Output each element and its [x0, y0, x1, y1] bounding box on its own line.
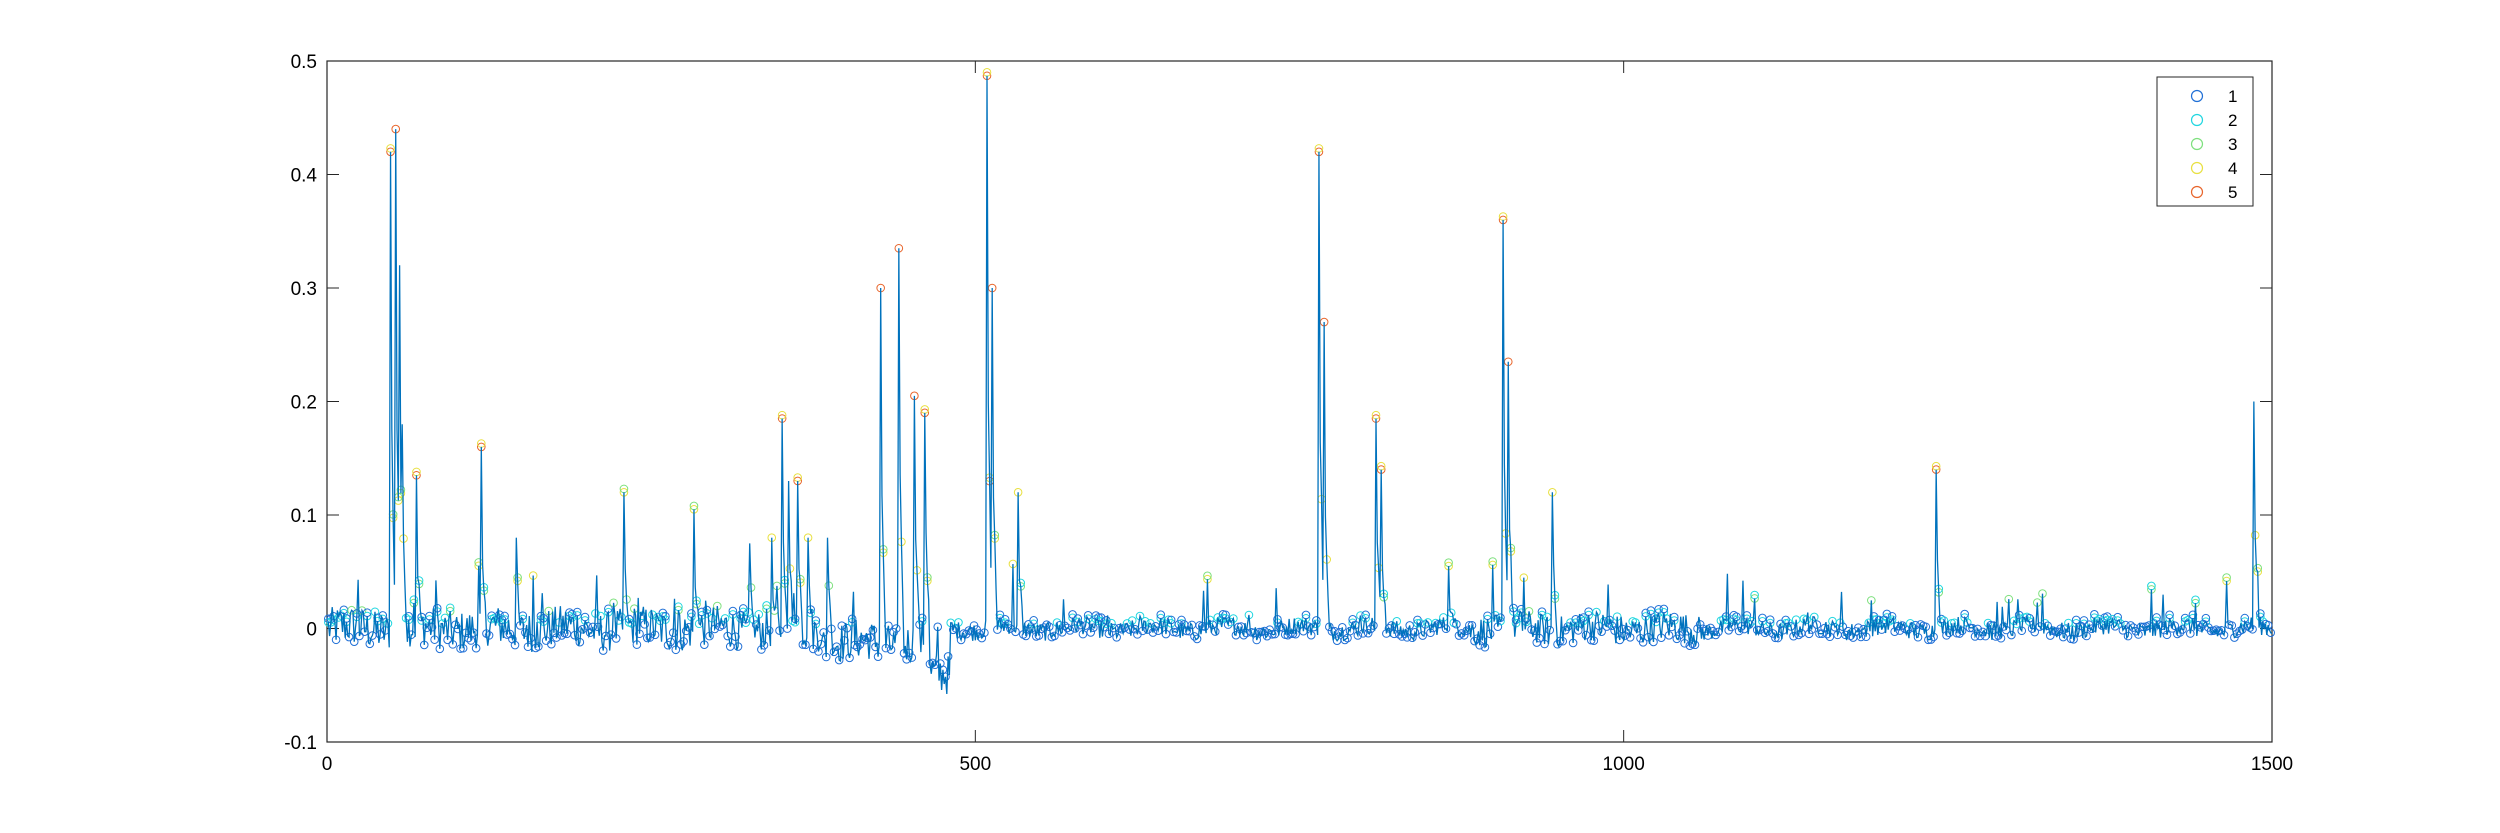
data-point	[1418, 631, 1427, 640]
data-point	[1962, 618, 1972, 627]
legend-marker	[2190, 161, 2204, 175]
data-point	[1120, 623, 1129, 633]
data-point	[2056, 624, 2065, 633]
y-tick-label: 0.4	[291, 166, 318, 187]
data-point	[1076, 620, 1085, 630]
legend-label: 4	[2228, 159, 2237, 178]
data-point	[2201, 617, 2211, 626]
data-point	[2051, 627, 2060, 636]
legend-marker	[2190, 113, 2204, 127]
data-point	[1345, 626, 1355, 636]
data-point	[1802, 615, 1811, 625]
data-point	[948, 625, 958, 635]
data-point	[2170, 621, 2180, 631]
data-point	[1065, 626, 1075, 635]
series-line	[327, 75, 2273, 695]
data-point	[1633, 623, 1643, 633]
data-point	[508, 634, 517, 644]
data-point	[1441, 624, 1451, 634]
data-point	[1887, 615, 1897, 624]
data-point	[801, 640, 810, 650]
data-point	[1599, 616, 1609, 626]
legend-marker	[2190, 185, 2204, 199]
data-point	[1459, 630, 1469, 640]
data-point	[1607, 621, 1617, 631]
y-tick-label: 0.1	[291, 506, 317, 527]
legend-label: 1	[2228, 87, 2237, 106]
data-point	[1581, 630, 1591, 640]
data-point	[1089, 623, 1098, 633]
data-point	[1968, 623, 1977, 633]
data-point	[1924, 635, 1933, 645]
data-point	[365, 639, 375, 649]
data-point	[1651, 614, 1661, 623]
data-point	[1734, 626, 1744, 636]
data-point	[819, 628, 828, 637]
data-point	[1957, 626, 1967, 636]
data-point	[1454, 631, 1464, 640]
legend-box	[2156, 76, 2254, 207]
data-point	[1913, 632, 1923, 642]
data-point	[860, 635, 870, 645]
data-point	[1408, 633, 1417, 643]
data-point	[1758, 617, 1767, 626]
y-tick-label: 0	[306, 620, 317, 641]
data-point	[1011, 627, 1020, 637]
data-point	[974, 629, 984, 638]
data-point	[1789, 631, 1798, 641]
data-point	[2113, 616, 2122, 625]
data-point	[1729, 614, 1739, 623]
data-point	[567, 613, 577, 622]
data-point	[1192, 634, 1202, 644]
data-point	[1763, 627, 1772, 636]
legend-marker	[2190, 137, 2204, 151]
data-point	[1752, 625, 1762, 635]
data-point	[1726, 622, 1736, 632]
data-point	[845, 653, 854, 663]
data-point	[1267, 629, 1277, 639]
legend-label: 2	[2228, 111, 2237, 130]
x-tick-label: 1000	[1603, 754, 1645, 775]
data-point	[1452, 619, 1461, 629]
data-point	[1340, 635, 1350, 645]
y-tick-label: 0.5	[291, 52, 317, 73]
x-tick-label: 1500	[2251, 754, 2293, 775]
data-point	[1125, 625, 1134, 634]
y-tick-label: 0.2	[291, 393, 317, 414]
data-point	[1786, 622, 1796, 631]
data-point	[1771, 633, 1780, 643]
data-point	[1216, 615, 1225, 625]
legend-label: 5	[2228, 183, 2237, 202]
y-tick-label: -0.1	[284, 733, 317, 754]
legend: 1 2 3 4 5	[2156, 76, 2254, 207]
data-point	[886, 645, 896, 655]
data-point	[1223, 620, 1233, 629]
data-point	[2126, 621, 2135, 630]
x-axis: 0 500 1000 1500	[322, 61, 2293, 775]
data-point	[2110, 622, 2120, 631]
x-tick-label: 0	[322, 754, 333, 775]
data-point	[2227, 621, 2237, 630]
x-tick-label: 500	[959, 754, 991, 775]
data-point	[1457, 629, 1466, 638]
data-point	[2007, 630, 2016, 640]
data-point	[868, 625, 878, 635]
data-point	[1335, 627, 1344, 637]
y-tick-label: 0.3	[291, 279, 317, 300]
data-point	[1809, 612, 1819, 622]
data-point	[1363, 628, 1373, 638]
legend-label: 3	[2228, 135, 2237, 154]
data-point	[2183, 615, 2193, 625]
data-point	[2118, 625, 2128, 635]
data-point	[1265, 625, 1274, 634]
data-point	[2175, 628, 2185, 637]
legend-marker	[2190, 89, 2204, 103]
data-point	[1146, 619, 1155, 628]
data-point	[1348, 618, 1357, 628]
